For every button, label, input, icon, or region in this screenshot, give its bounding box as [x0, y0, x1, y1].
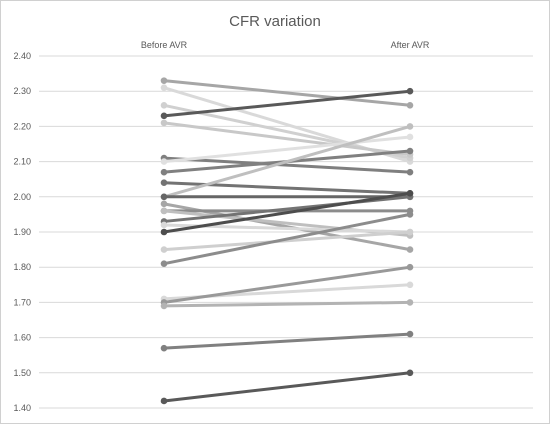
series-segment	[162, 300, 412, 308]
data-point-before	[160, 101, 168, 109]
series-segment	[162, 181, 412, 195]
data-point-before	[160, 246, 168, 253]
series-line-7	[160, 133, 414, 165]
series-segment	[162, 89, 412, 118]
data-point-before	[160, 344, 168, 352]
series-line-4	[160, 87, 414, 120]
series-segment	[162, 124, 412, 199]
data-point-before	[160, 302, 168, 310]
data-point-after	[406, 123, 414, 130]
data-point-after	[406, 168, 414, 176]
y-tick-label: 1.50	[13, 368, 31, 378]
data-point-after	[406, 330, 414, 338]
series-segment	[162, 265, 412, 304]
series-line-21	[160, 263, 414, 306]
series-segment	[162, 156, 412, 174]
data-point-before	[160, 200, 168, 208]
chart-title: CFR variation	[229, 13, 321, 30]
data-point-before	[160, 228, 168, 236]
data-point-before	[160, 112, 168, 120]
data-point-before	[160, 84, 168, 91]
data-point-before	[160, 179, 168, 187]
series-line-22	[160, 299, 414, 310]
series-segment	[162, 79, 412, 107]
y-tick-label: 2.10	[13, 157, 31, 167]
series-line-24	[160, 369, 414, 405]
data-point-after	[406, 263, 414, 271]
y-tick-label: 1.90	[13, 227, 31, 237]
y-tick-label: 2.40	[13, 51, 31, 61]
y-tick-label: 2.30	[13, 86, 31, 96]
series-segment	[162, 230, 412, 252]
data-point-before	[160, 260, 168, 267]
data-point-before	[160, 221, 168, 229]
series-segment	[162, 135, 412, 164]
y-tick-label: 2.00	[13, 192, 31, 202]
y-axis-ticks: 1.40 1.50 1.60 1.70 1.80 1.90 2.00 2.10 2.20 2.30…	[13, 51, 31, 413]
data-point-before	[160, 193, 168, 201]
series-line-19	[160, 211, 414, 267]
y-tick-label: 1.80	[13, 262, 31, 272]
data-point-before	[160, 119, 168, 127]
y-tick-label: 1.60	[13, 333, 31, 343]
data-point-after	[406, 101, 414, 109]
data-point-after	[406, 133, 414, 141]
data-point-after	[406, 281, 414, 289]
y-tick-label: 2.20	[13, 121, 31, 131]
data-point-before	[160, 207, 168, 215]
data-point-before	[160, 158, 168, 165]
series-group	[160, 77, 414, 405]
series-line-23	[160, 330, 414, 352]
series-segment	[162, 371, 412, 403]
y-tick-label: 1.40	[13, 403, 31, 413]
data-point-after	[406, 147, 414, 155]
series-segment	[162, 332, 412, 350]
series-line-17	[160, 189, 414, 236]
series-segment	[162, 191, 412, 234]
category-label-after: After AVR	[391, 40, 430, 50]
data-point-before	[160, 397, 168, 405]
series-segment	[162, 212, 412, 266]
gridlines	[39, 55, 533, 409]
data-point-before	[160, 168, 168, 176]
data-point-after	[406, 211, 414, 218]
series-line-18	[160, 228, 414, 253]
data-point-after	[406, 87, 414, 95]
data-point-after	[406, 369, 414, 377]
data-point-after	[406, 189, 414, 197]
series-line-5	[160, 119, 414, 158]
y-tick-label: 1.70	[13, 297, 31, 307]
series-line-1	[160, 77, 414, 109]
data-point-after	[406, 246, 414, 253]
series-segment	[162, 121, 412, 157]
data-point-before	[160, 77, 168, 84]
category-label-before: Before AVR	[141, 40, 188, 50]
data-point-after	[406, 228, 414, 236]
data-point-after	[406, 299, 414, 306]
